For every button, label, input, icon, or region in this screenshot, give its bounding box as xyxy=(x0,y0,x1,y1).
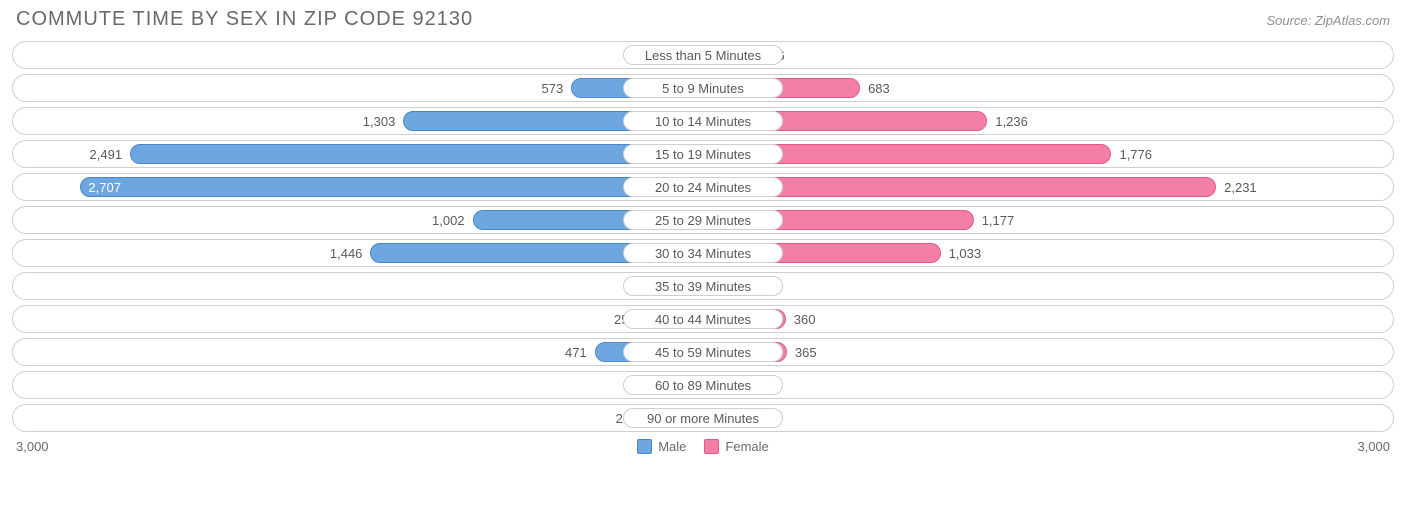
chart-row: 2,491 1,776 15 to 19 Minutes xyxy=(12,140,1394,168)
male-value-label: 2,707 xyxy=(88,174,121,200)
male-value-label: 1,446 xyxy=(330,240,363,266)
chart-row: 1,303 1,236 10 to 14 Minutes xyxy=(12,107,1394,135)
male-value-label: 573 xyxy=(542,75,564,101)
category-label: 20 to 24 Minutes xyxy=(623,177,783,197)
legend: Male Female xyxy=(637,439,769,454)
legend-label: Female xyxy=(725,439,768,454)
chart-row: 2,707 2,231 20 to 24 Minutes xyxy=(12,173,1394,201)
male-bar xyxy=(130,144,703,164)
female-value-label: 365 xyxy=(795,339,817,365)
chart-row: 1,446 1,033 30 to 34 Minutes xyxy=(12,239,1394,267)
chart-row: 34226Less than 5 Minutes xyxy=(12,41,1394,69)
male-bar xyxy=(80,177,703,197)
chart-row: 1979035 to 39 Minutes xyxy=(12,272,1394,300)
female-value-label: 683 xyxy=(868,75,890,101)
female-value-label: 1,177 xyxy=(982,207,1015,233)
category-label: 90 or more Minutes xyxy=(623,408,783,428)
category-label: 15 to 19 Minutes xyxy=(623,144,783,164)
legend-swatch xyxy=(704,439,719,454)
chart-header: COMMUTE TIME BY SEX IN ZIP CODE 92130 So… xyxy=(12,8,1394,41)
chart-row: 573 683 5 to 9 Minutes xyxy=(12,74,1394,102)
category-label: 40 to 44 Minutes xyxy=(623,309,783,329)
category-label: 30 to 34 Minutes xyxy=(623,243,783,263)
chart-footer: 3,000 Male Female 3,000 xyxy=(12,437,1394,454)
chart-row: 25836040 to 44 Minutes xyxy=(12,305,1394,333)
male-value-label: 471 xyxy=(565,339,587,365)
chart-row: 2519490 or more Minutes xyxy=(12,404,1394,432)
legend-item: Female xyxy=(704,439,768,454)
chart-title: COMMUTE TIME BY SEX IN ZIP CODE 92130 xyxy=(16,8,473,31)
diverging-bar-chart: 34226Less than 5 Minutes 573 683 5 to 9 Min… xyxy=(12,41,1394,432)
chart-row: 1,002 1,177 25 to 29 Minutes xyxy=(12,206,1394,234)
chart-row: 15717660 to 89 Minutes xyxy=(12,371,1394,399)
female-value-label: 1,776 xyxy=(1119,141,1152,167)
male-value-label: 1,002 xyxy=(432,207,465,233)
axis-max-right: 3,000 xyxy=(1357,439,1390,454)
female-value-label: 360 xyxy=(794,306,816,332)
category-label: 35 to 39 Minutes xyxy=(623,276,783,296)
female-value-label: 1,236 xyxy=(995,108,1028,134)
legend-swatch xyxy=(637,439,652,454)
axis-max-left: 3,000 xyxy=(16,439,49,454)
chart-source: Source: ZipAtlas.com xyxy=(1266,13,1390,28)
male-value-label: 2,491 xyxy=(90,141,123,167)
category-label: 5 to 9 Minutes xyxy=(623,78,783,98)
legend-label: Male xyxy=(658,439,686,454)
female-value-label: 2,231 xyxy=(1224,174,1257,200)
chart-row: 471 365 45 to 59 Minutes xyxy=(12,338,1394,366)
category-label: 60 to 89 Minutes xyxy=(623,375,783,395)
category-label: Less than 5 Minutes xyxy=(623,45,783,65)
female-value-label: 1,033 xyxy=(949,240,982,266)
category-label: 25 to 29 Minutes xyxy=(623,210,783,230)
male-value-label: 1,303 xyxy=(363,108,396,134)
category-label: 45 to 59 Minutes xyxy=(623,342,783,362)
category-label: 10 to 14 Minutes xyxy=(623,111,783,131)
legend-item: Male xyxy=(637,439,686,454)
